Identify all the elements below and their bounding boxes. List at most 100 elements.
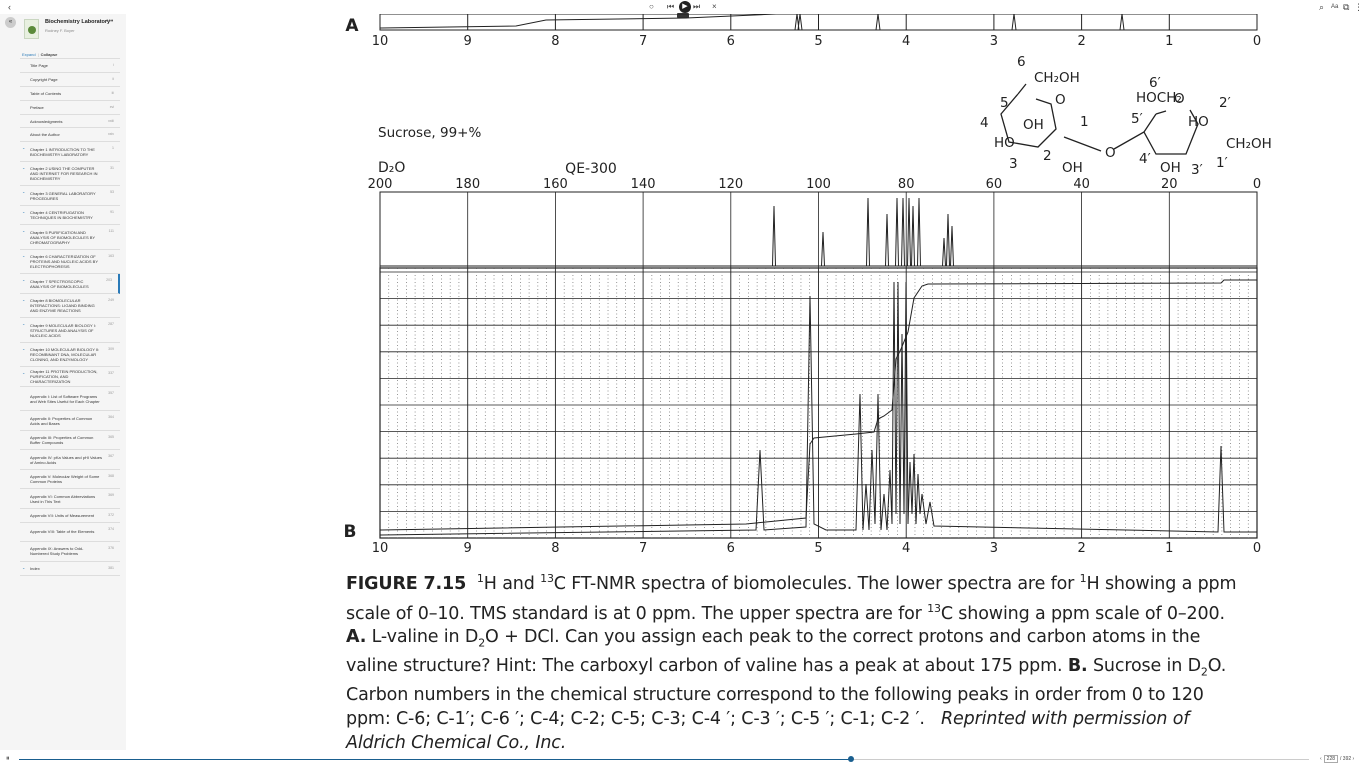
chevron-down-icon[interactable]: ⌄	[22, 189, 26, 195]
panel-a-label: A	[345, 16, 359, 36]
panel-a-peak	[797, 14, 803, 31]
toc-item[interactable]: Preface xvi	[20, 101, 120, 115]
toc-item[interactable]: Appendix VI: Common Abbreviations Used i…	[20, 489, 120, 509]
toc-item[interactable]: Appendix IV: pKa Values and pHI Values o…	[20, 450, 120, 470]
collapse-all-link[interactable]: Collapse	[40, 52, 58, 57]
next-icon[interactable]: ⏭	[693, 2, 701, 11]
toc-item[interactable]: Table of Contents iii	[20, 87, 120, 101]
toc-item[interactable]: ⌄ Chapter 3 GENERAL LABORATORY PROCEDURES…	[20, 186, 120, 206]
toc-item-page: 249	[108, 297, 114, 302]
toc-item-label: Chapter 5 PURIFICATION AND ANALYSIS OF B…	[30, 229, 95, 245]
h1-tick-label: 8	[551, 541, 559, 554]
toc-item[interactable]: ⌄ Chapter 2 USING THE COMPUTER AND INTERN…	[20, 162, 120, 187]
toc-item-page: 376	[108, 546, 114, 551]
toc-item-page: 163	[108, 253, 114, 258]
book-options-icon[interactable]: •••	[106, 18, 114, 25]
chevron-down-icon[interactable]: ⌄	[22, 321, 26, 327]
prev-page-icon[interactable]: ‹	[1320, 756, 1322, 762]
toc-item-label: Appendix V: Molecular Weight of Some Com…	[30, 474, 100, 485]
toc-item-label: Table of Contents	[30, 90, 62, 96]
toc-item[interactable]: ⌄ Chapter 5 PURIFICATION AND ANALYSIS OF …	[20, 225, 120, 250]
panel-a-tick-label: 2	[1077, 34, 1085, 49]
chevron-down-icon[interactable]: ⌄	[22, 564, 26, 570]
chevron-down-icon[interactable]: ⌄	[22, 164, 26, 170]
toc-item[interactable]: ⌄ Chapter 10 MOLECULAR BIOLOGY II: RECOMB…	[20, 343, 120, 368]
total-pages: 392	[1342, 756, 1352, 762]
toc-item-page: xvi	[109, 104, 114, 109]
toc-item[interactable]: ⌄ Chapter 1 INTRODUCTION TO THE BIOCHEMIS…	[20, 142, 120, 162]
play-button[interactable]: ▶	[679, 1, 691, 13]
fullscreen-icon[interactable]: ⧉	[1343, 2, 1350, 12]
panel-a-tick-label: 10	[372, 34, 389, 49]
chevron-down-icon[interactable]: ⌄	[22, 345, 26, 351]
structure-label: 2	[1043, 148, 1052, 164]
toc-item[interactable]: ⌄ Chapter 9 MOLECULAR BIOLOGY I: STRUCTUR…	[20, 318, 120, 343]
toc-item[interactable]: ⌄ Chapter 7 SPECTROSCOPIC ANALYSIS OF BIO…	[20, 274, 120, 294]
stop-icon[interactable]: ○	[649, 2, 654, 11]
toc-item[interactable]: ⌄ Chapter 8 BIOMOLECULAR INTERACTIONS: LI…	[20, 294, 120, 319]
chevron-down-icon[interactable]: ⌄	[22, 370, 26, 376]
panel-a-peak	[1011, 14, 1017, 31]
structure-label: O	[1055, 92, 1066, 108]
toc-item[interactable]: Appendix III: Properties of Common Buffe…	[20, 431, 120, 451]
toc-item-label: Chapter 2 USING THE COMPUTER AND INTERNE…	[30, 166, 98, 182]
toc-item-page: 381	[108, 565, 114, 570]
toc-item-label: Appendix II: Properties of Common Acids …	[30, 415, 93, 426]
toc-item[interactable]: ⌄ Chapter 4 CENTRIFUGATION TECHNIQUES IN …	[20, 206, 120, 226]
progress-slider-handle[interactable]	[848, 756, 855, 762]
toc-item[interactable]: Appendix I: List of Software Programs an…	[20, 387, 120, 412]
chevron-down-icon[interactable]: ⌄	[22, 208, 26, 214]
panel-a-tick-label: 9	[464, 34, 472, 49]
toc-item[interactable]: ⌄ Chapter 11 PROTEIN PRODUCTION, PURIFICA…	[20, 367, 120, 387]
toc-item[interactable]: ⌄ Index 381	[20, 562, 120, 576]
back-icon[interactable]: ‹	[8, 2, 11, 12]
chevron-down-icon[interactable]: ⌄	[22, 296, 26, 302]
toc-item-label: Chapter 7 SPECTROSCOPIC ANALYSIS OF BIOM…	[30, 278, 89, 289]
h1-integral-curve	[379, 279, 1257, 531]
chevron-down-icon[interactable]: ⌄	[22, 145, 26, 151]
toc-item[interactable]: Title Page i	[20, 59, 120, 73]
search-icon[interactable]: ⌕	[1319, 2, 1325, 12]
toc-item[interactable]: Appendix II: Properties of Common Acids …	[20, 411, 120, 431]
toc-item[interactable]: Appendix IX: Answers to Odd-Numbered Stu…	[20, 542, 120, 562]
toc-item-page: 203	[106, 278, 112, 283]
structure-label: 4′	[1139, 151, 1151, 167]
chevron-down-icon[interactable]: ⌄	[22, 252, 26, 258]
c13-peak	[946, 213, 950, 267]
c13-tick-label: 0	[1253, 177, 1261, 192]
close-audio-icon[interactable]: ×	[712, 2, 717, 11]
toc-item[interactable]: Acknowledgments xxiii	[20, 115, 120, 129]
toc-item[interactable]: Appendix V: Molecular Weight of Some Com…	[20, 470, 120, 490]
toc-item-page: 309	[108, 346, 114, 351]
font-settings-icon[interactable]: Aa	[1331, 4, 1339, 10]
toc-item-label: Chapter 10 MOLECULAR BIOLOGY II: RECOMBI…	[30, 347, 100, 363]
structure-bond	[1017, 83, 1027, 95]
toc-item-page: xxiv	[107, 132, 114, 137]
toc-item-label: Chapter 4 CENTRIFUGATION TECHNIQUES IN B…	[30, 210, 93, 221]
previous-icon[interactable]: ⏮	[667, 2, 675, 11]
c13-peak	[917, 197, 921, 267]
toc-item[interactable]: About the Author xxiv	[20, 128, 120, 143]
pause-icon[interactable]: ⏸	[6, 755, 10, 762]
toc-item[interactable]: Appendix VIII: Table of the Elements 374	[20, 523, 120, 543]
toc-item[interactable]: ⌄ Chapter 6 CHARACTERIZATION OF PROTEINS …	[20, 250, 120, 275]
toc-item-label: Chapter 8 BIOMOLECULAR INTERACTIONS: LIG…	[30, 298, 95, 314]
more-menu-icon[interactable]: ⋮	[1354, 2, 1363, 12]
next-page-icon[interactable]: ›	[1352, 756, 1355, 762]
expand-all-link[interactable]: Expand	[22, 52, 36, 57]
c13-peak	[895, 197, 899, 267]
toc-item-page: xxiii	[108, 118, 114, 123]
page-number-input[interactable]: 228	[1323, 755, 1339, 763]
h1-tick-label: 6	[727, 541, 735, 554]
panel-a-tick-label: 3	[990, 34, 998, 49]
chevron-down-icon[interactable]: ⌄	[22, 277, 26, 283]
expand-collapse-links: Expand | Collapse	[22, 52, 58, 57]
collapse-sidebar-button[interactable]: «	[5, 17, 16, 28]
structure-label: 6′	[1149, 75, 1161, 91]
chevron-down-icon[interactable]: ⌄	[22, 228, 26, 234]
toc-item[interactable]: Appendix VII: Units of Measurement 372	[20, 509, 120, 523]
toc-item[interactable]: Copyright Page ii	[20, 73, 120, 87]
c13-tick-label: 120	[718, 177, 743, 192]
figure-caption: FIGURE 7.15 1H and 13C FT-NMR spectra of…	[346, 572, 1237, 753]
